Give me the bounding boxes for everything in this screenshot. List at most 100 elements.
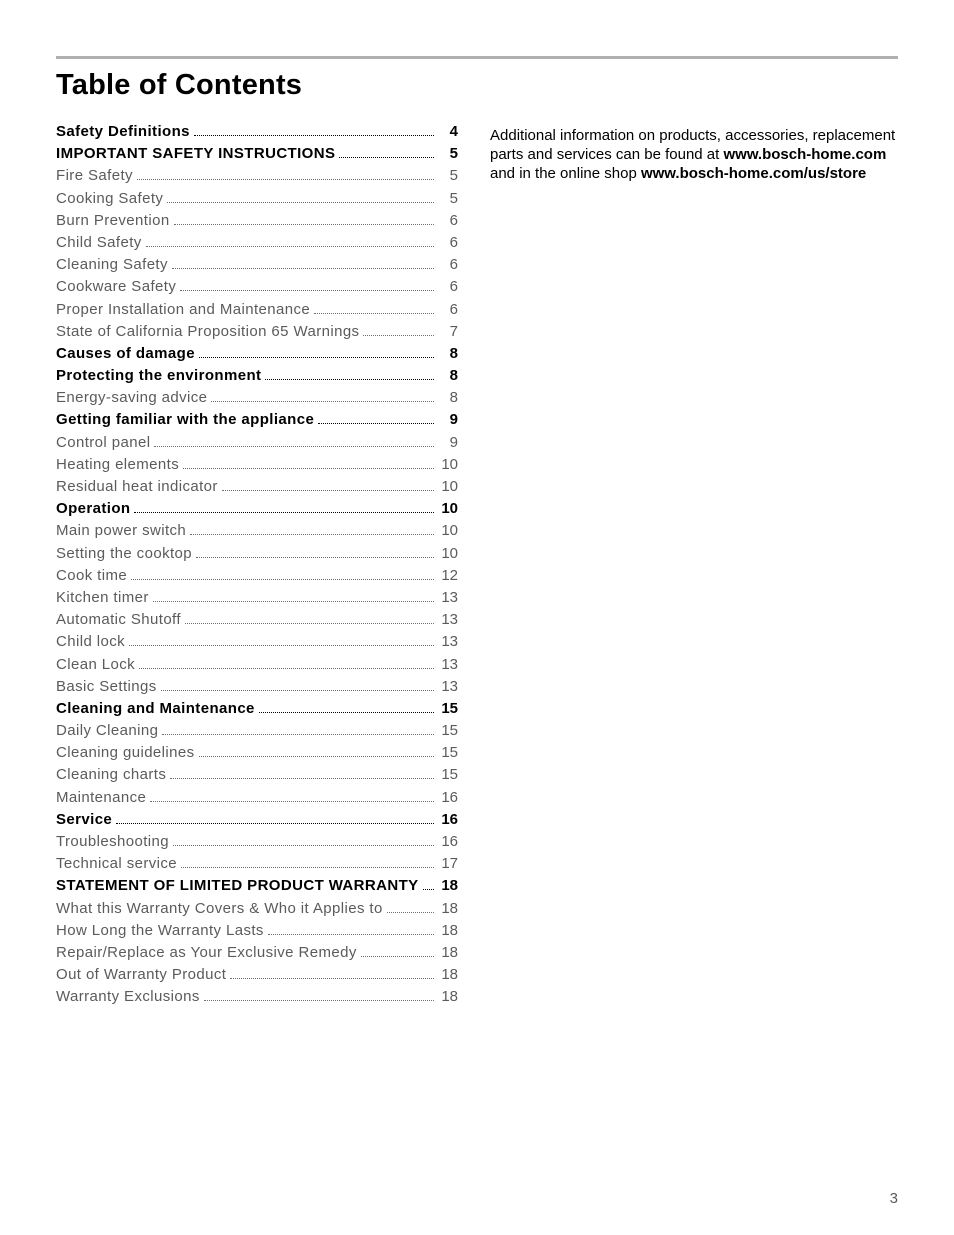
toc-page: 13 (438, 590, 458, 605)
toc-leader (146, 246, 434, 247)
toc-entry[interactable]: Control panel9 (56, 435, 458, 450)
toc-leader (361, 956, 434, 957)
toc-leader (116, 823, 434, 824)
toc-leader (139, 668, 434, 669)
toc-entry[interactable]: Warranty Exclusions18 (56, 989, 458, 1004)
side-note-url-2: www.bosch-home.com/us/store (641, 165, 866, 182)
toc-entry[interactable]: IMPORTANT SAFETY INSTRUCTIONS5 (56, 146, 458, 161)
toc-entry[interactable]: Residual heat indicator10 (56, 479, 458, 494)
toc-leader (180, 290, 434, 291)
toc-page: 7 (438, 324, 458, 339)
toc-entry[interactable]: Service16 (56, 812, 458, 827)
toc-entry[interactable]: Cooking Safety5 (56, 191, 458, 206)
toc-entry[interactable]: State of California Proposition 65 Warni… (56, 324, 458, 339)
top-rule (56, 56, 898, 59)
toc-label: Residual heat indicator (56, 479, 218, 494)
toc-leader (154, 446, 434, 447)
toc-page: 18 (438, 923, 458, 938)
toc-leader (134, 512, 434, 513)
toc-leader (387, 912, 434, 913)
toc-label: Energy-saving advice (56, 390, 207, 405)
toc-entry[interactable]: Cleaning guidelines15 (56, 745, 458, 760)
toc-label: Proper Installation and Maintenance (56, 302, 310, 317)
toc-leader (183, 468, 434, 469)
toc-label: Child lock (56, 634, 125, 649)
toc-entry[interactable]: Technical service 17 (56, 856, 458, 871)
toc-label: Protecting the environment (56, 368, 261, 383)
toc-entry[interactable]: Repair/Replace as Your Exclusive Remedy1… (56, 945, 458, 960)
toc-entry[interactable]: Heating elements10 (56, 457, 458, 472)
toc-label: Fire Safety (56, 168, 133, 183)
toc-entry[interactable]: Causes of damage8 (56, 346, 458, 361)
toc-entry[interactable]: Operation 10 (56, 501, 458, 516)
toc-label: What this Warranty Covers & Who it Appli… (56, 901, 383, 916)
toc-page: 16 (438, 834, 458, 849)
toc-entry[interactable]: Cleaning Safety6 (56, 257, 458, 272)
toc-entry[interactable]: Protecting the environment8 (56, 368, 458, 383)
toc-leader (150, 801, 434, 802)
toc-entry[interactable]: What this Warranty Covers & Who it Appli… (56, 901, 458, 916)
toc-leader (222, 490, 434, 491)
toc-page: 10 (438, 546, 458, 561)
toc-entry[interactable]: Main power switch10 (56, 523, 458, 538)
toc-entry[interactable]: Clean Lock 13 (56, 657, 458, 672)
toc-page: 5 (438, 146, 458, 161)
toc-entry[interactable]: Troubleshooting16 (56, 834, 458, 849)
toc-page: 17 (438, 856, 458, 871)
toc-leader (259, 712, 434, 713)
toc-entry[interactable]: Getting familiar with the appliance 9 (56, 412, 458, 427)
toc-entry[interactable]: Maintenance16 (56, 790, 458, 805)
toc-page: 5 (438, 168, 458, 183)
toc-entry[interactable]: Child Safety6 (56, 235, 458, 250)
toc-entry[interactable]: Kitchen timer13 (56, 590, 458, 605)
toc-entry[interactable]: Burn Prevention 6 (56, 213, 458, 228)
toc-page: 13 (438, 679, 458, 694)
toc-entry[interactable]: Safety Definitions4 (56, 124, 458, 139)
toc-leader (172, 268, 434, 269)
toc-entry[interactable]: STATEMENT OF LIMITED PRODUCT WARRANTY18 (56, 878, 458, 893)
toc-label: Cooking Safety (56, 191, 163, 206)
toc-entry[interactable]: Cookware Safety6 (56, 279, 458, 294)
toc-entry[interactable]: Out of Warranty Product18 (56, 967, 458, 982)
toc-leader (423, 889, 434, 890)
toc-leader (196, 557, 434, 558)
toc-label: Burn Prevention (56, 213, 170, 228)
toc-label: Daily Cleaning (56, 723, 158, 738)
toc-label: Technical service (56, 856, 177, 871)
toc-entry[interactable]: Fire Safety 5 (56, 168, 458, 183)
toc-leader (314, 313, 434, 314)
toc-leader (230, 978, 434, 979)
toc-label: Basic Settings (56, 679, 157, 694)
toc-page: 18 (438, 878, 458, 893)
toc-page: 10 (438, 501, 458, 516)
toc-label: Getting familiar with the appliance (56, 412, 314, 427)
toc-entry[interactable]: Energy-saving advice 8 (56, 390, 458, 405)
toc-page: 13 (438, 612, 458, 627)
toc-leader (339, 157, 434, 158)
toc-page: 9 (438, 412, 458, 427)
toc-entry[interactable]: Setting the cooktop10 (56, 546, 458, 561)
toc-page: 18 (438, 945, 458, 960)
toc-entry[interactable]: Child lock13 (56, 634, 458, 649)
toc-page: 13 (438, 657, 458, 672)
toc-entry[interactable]: Basic Settings 13 (56, 679, 458, 694)
toc-label: How Long the Warranty Lasts (56, 923, 264, 938)
toc-page: 8 (438, 390, 458, 405)
toc-entry[interactable]: Cook time12 (56, 568, 458, 583)
toc-page: 6 (438, 213, 458, 228)
toc-entry[interactable]: Automatic Shutoff 13 (56, 612, 458, 627)
toc-entry[interactable]: Cleaning charts15 (56, 767, 458, 782)
toc-label: Cleaning and Maintenance (56, 701, 255, 716)
toc-entry[interactable]: Daily Cleaning15 (56, 723, 458, 738)
toc-entry[interactable]: How Long the Warranty Lasts 18 (56, 923, 458, 938)
toc-label: Clean Lock (56, 657, 135, 672)
toc-label: Cleaning guidelines (56, 745, 195, 760)
toc-page: 6 (438, 302, 458, 317)
page-number: 3 (890, 1190, 898, 1207)
toc-label: Operation (56, 501, 130, 516)
toc-leader (174, 224, 434, 225)
toc-entry[interactable]: Proper Installation and Maintenance 6 (56, 302, 458, 317)
toc-label: Automatic Shutoff (56, 612, 181, 627)
toc-entry[interactable]: Cleaning and Maintenance15 (56, 701, 458, 716)
toc-label: Cook time (56, 568, 127, 583)
